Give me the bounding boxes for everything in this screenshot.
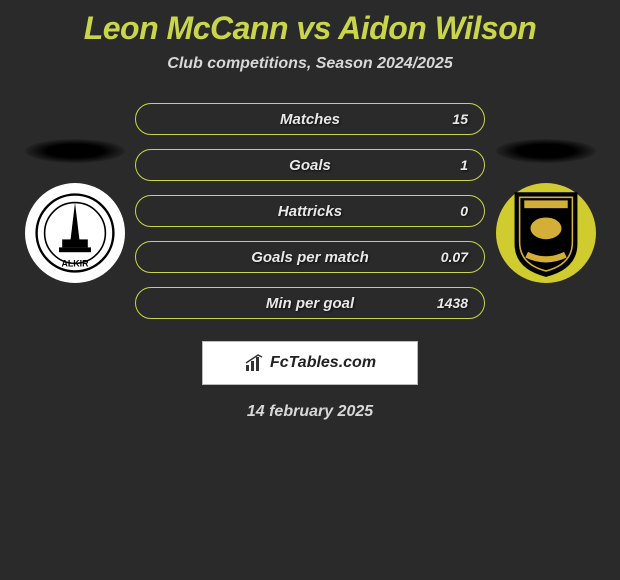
falkirk-icon: ALKIR — [35, 193, 115, 273]
left-column: ALKIR — [22, 139, 127, 283]
club-logo-right — [496, 183, 596, 283]
stat-label: Goals per match — [251, 249, 369, 266]
main-row: ALKIR Matches 15 Goals 1 Hattricks 0 Goa… — [0, 103, 620, 319]
stat-value: 15 — [452, 111, 468, 127]
stat-label: Hattricks — [278, 203, 342, 220]
brand-text: FcTables.com — [270, 354, 376, 372]
stat-bar-mpg: Min per goal 1438 — [135, 287, 485, 319]
stat-value: 1438 — [437, 295, 468, 311]
stat-bar-hattricks: Hattricks 0 — [135, 195, 485, 227]
stat-bar-gpm: Goals per match 0.07 — [135, 241, 485, 273]
stat-bar-matches: Matches 15 — [135, 103, 485, 135]
stat-label: Min per goal — [266, 295, 354, 312]
stat-value: 1 — [460, 157, 468, 173]
stat-label: Goals — [289, 157, 331, 174]
player-shadow-right — [496, 139, 596, 163]
club-logo-left: ALKIR — [25, 183, 125, 283]
infographic-container: Leon McCann vs Aidon Wilson Club competi… — [0, 0, 620, 421]
brand-box: FcTables.com — [202, 341, 418, 385]
subtitle: Club competitions, Season 2024/2025 — [0, 55, 620, 73]
livingston-icon — [507, 188, 585, 278]
stats-column: Matches 15 Goals 1 Hattricks 0 Goals per… — [135, 103, 485, 319]
right-column — [493, 139, 598, 283]
chart-icon — [244, 353, 264, 373]
date-text: 14 february 2025 — [0, 403, 620, 421]
stat-value: 0.07 — [441, 249, 468, 265]
page-title: Leon McCann vs Aidon Wilson — [0, 10, 620, 47]
player-shadow-left — [25, 139, 125, 163]
stat-value: 0 — [460, 203, 468, 219]
stat-label: Matches — [280, 111, 340, 128]
stat-bar-goals: Goals 1 — [135, 149, 485, 181]
svg-text:ALKIR: ALKIR — [61, 259, 89, 269]
